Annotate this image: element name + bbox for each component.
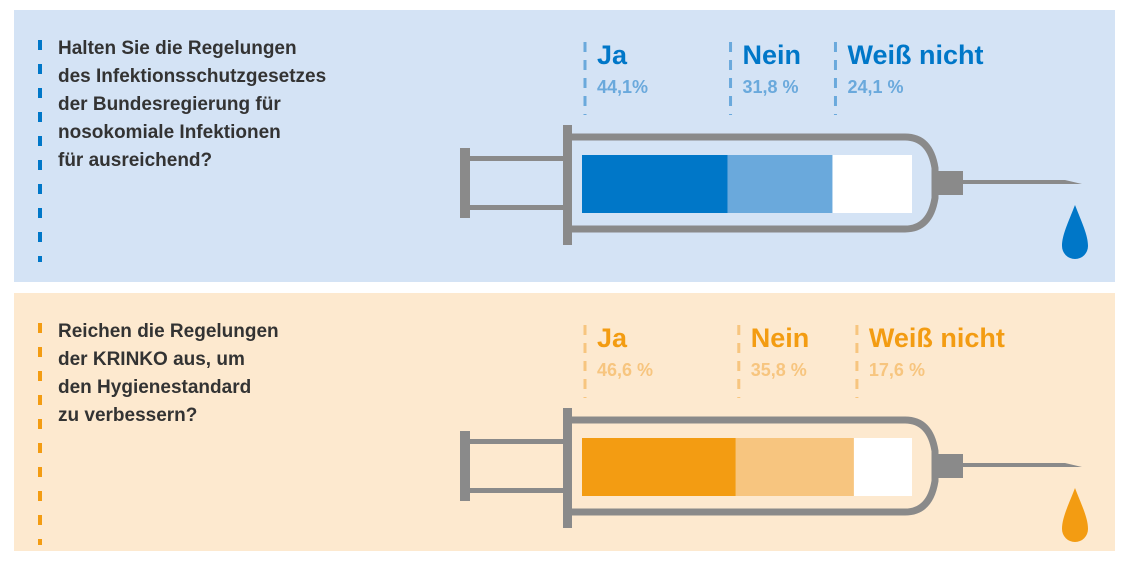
chart-title: nosokomiale Infektionen xyxy=(58,122,281,143)
bar-segment xyxy=(582,155,728,213)
hub xyxy=(938,171,963,195)
category-label: Nein xyxy=(743,40,802,70)
chart-title: Reichen die Regelungen xyxy=(58,321,279,342)
barrel xyxy=(572,416,939,516)
barrel xyxy=(572,133,939,233)
chart-title: für ausreichend? xyxy=(58,150,212,171)
bar-segment xyxy=(735,438,854,496)
plunger-handle xyxy=(460,431,470,501)
chart-title: zu verbessern? xyxy=(58,405,197,426)
barrel-flange xyxy=(563,408,572,528)
value-label: 35,8 % xyxy=(751,360,807,380)
chart-title: des Infektionsschutzgesetzes xyxy=(58,66,326,87)
bar-segment xyxy=(727,155,833,213)
value-label: 44,1% xyxy=(597,77,648,97)
plunger-rod xyxy=(470,439,565,444)
value-label: 24,1 % xyxy=(847,77,903,97)
plunger-rod xyxy=(470,488,565,493)
needle xyxy=(963,180,1082,184)
category-label: Ja xyxy=(597,323,628,353)
drop xyxy=(1062,488,1088,542)
chart-title: den Hygienestandard xyxy=(58,377,251,398)
plunger-rod xyxy=(470,156,565,161)
category-label: Weiß nicht xyxy=(869,323,1005,353)
category-label: Nein xyxy=(751,323,810,353)
category-label: Weiß nicht xyxy=(847,40,983,70)
bar-segment xyxy=(832,155,912,213)
value-label: 17,6 % xyxy=(869,360,925,380)
bar-segment xyxy=(853,438,912,496)
value-label: 31,8 % xyxy=(743,77,799,97)
plunger-handle xyxy=(460,148,470,218)
plunger-rod xyxy=(470,205,565,210)
chart-title: Halten Sie die Regelungen xyxy=(58,38,297,59)
chart-title: der KRINKO aus, um xyxy=(58,349,245,370)
barrel-flange xyxy=(563,125,572,245)
category-label: Ja xyxy=(597,40,628,70)
chart-title: der Bundesregierung für xyxy=(58,94,281,115)
drop xyxy=(1062,205,1088,259)
bar-segment xyxy=(582,438,736,496)
hub xyxy=(938,454,963,478)
value-label: 46,6 % xyxy=(597,360,653,380)
needle xyxy=(963,463,1082,467)
